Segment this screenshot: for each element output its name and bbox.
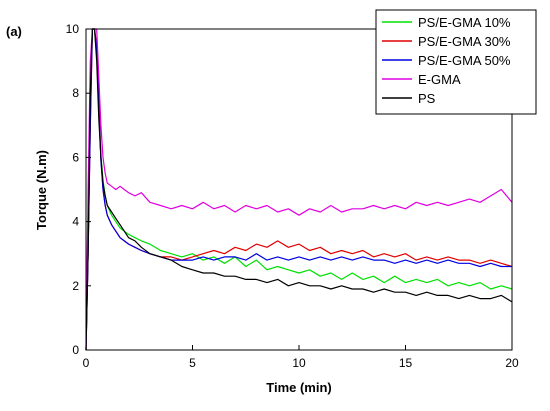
x-axis-title: Time (min) [266, 380, 332, 395]
x-tick-label: 0 [83, 356, 90, 370]
y-tick-label: 0 [72, 343, 79, 357]
legend-label: E-GMA [418, 72, 461, 87]
series-line-3 [85, 28, 513, 351]
legend: PS/E-GMA 10% PS/E-GMA 30% PS/E-GMA 50% E-GM… [375, 9, 537, 115]
y-tick-label: 10 [66, 22, 80, 36]
x-tick-label: 20 [505, 356, 519, 370]
panel-label: (a) [6, 24, 22, 39]
legend-label: PS/E-GMA 10% [418, 15, 511, 30]
y-tick-label: 8 [72, 86, 79, 100]
x-tick-label: 10 [292, 356, 306, 370]
y-axis: 0 2 4 6 8 10 [66, 22, 91, 357]
series-line-4 [85, 28, 513, 351]
y-tick-label: 4 [72, 215, 79, 229]
y-tick-label: 6 [72, 150, 79, 164]
legend-label: PS/E-GMA 50% [418, 53, 511, 68]
x-axis: 0 5 10 15 20 [83, 345, 519, 370]
legend-label: PS [418, 91, 436, 106]
x-tick-label: 5 [189, 356, 196, 370]
series-line-2 [85, 28, 512, 351]
series-layer [85, 28, 513, 351]
y-axis-title: Torque (N.m) [34, 150, 49, 230]
legend-label: PS/E-GMA 30% [418, 34, 511, 49]
x-tick-label: 15 [399, 356, 413, 370]
legend-box [375, 9, 537, 115]
y-tick-label: 2 [72, 279, 79, 293]
